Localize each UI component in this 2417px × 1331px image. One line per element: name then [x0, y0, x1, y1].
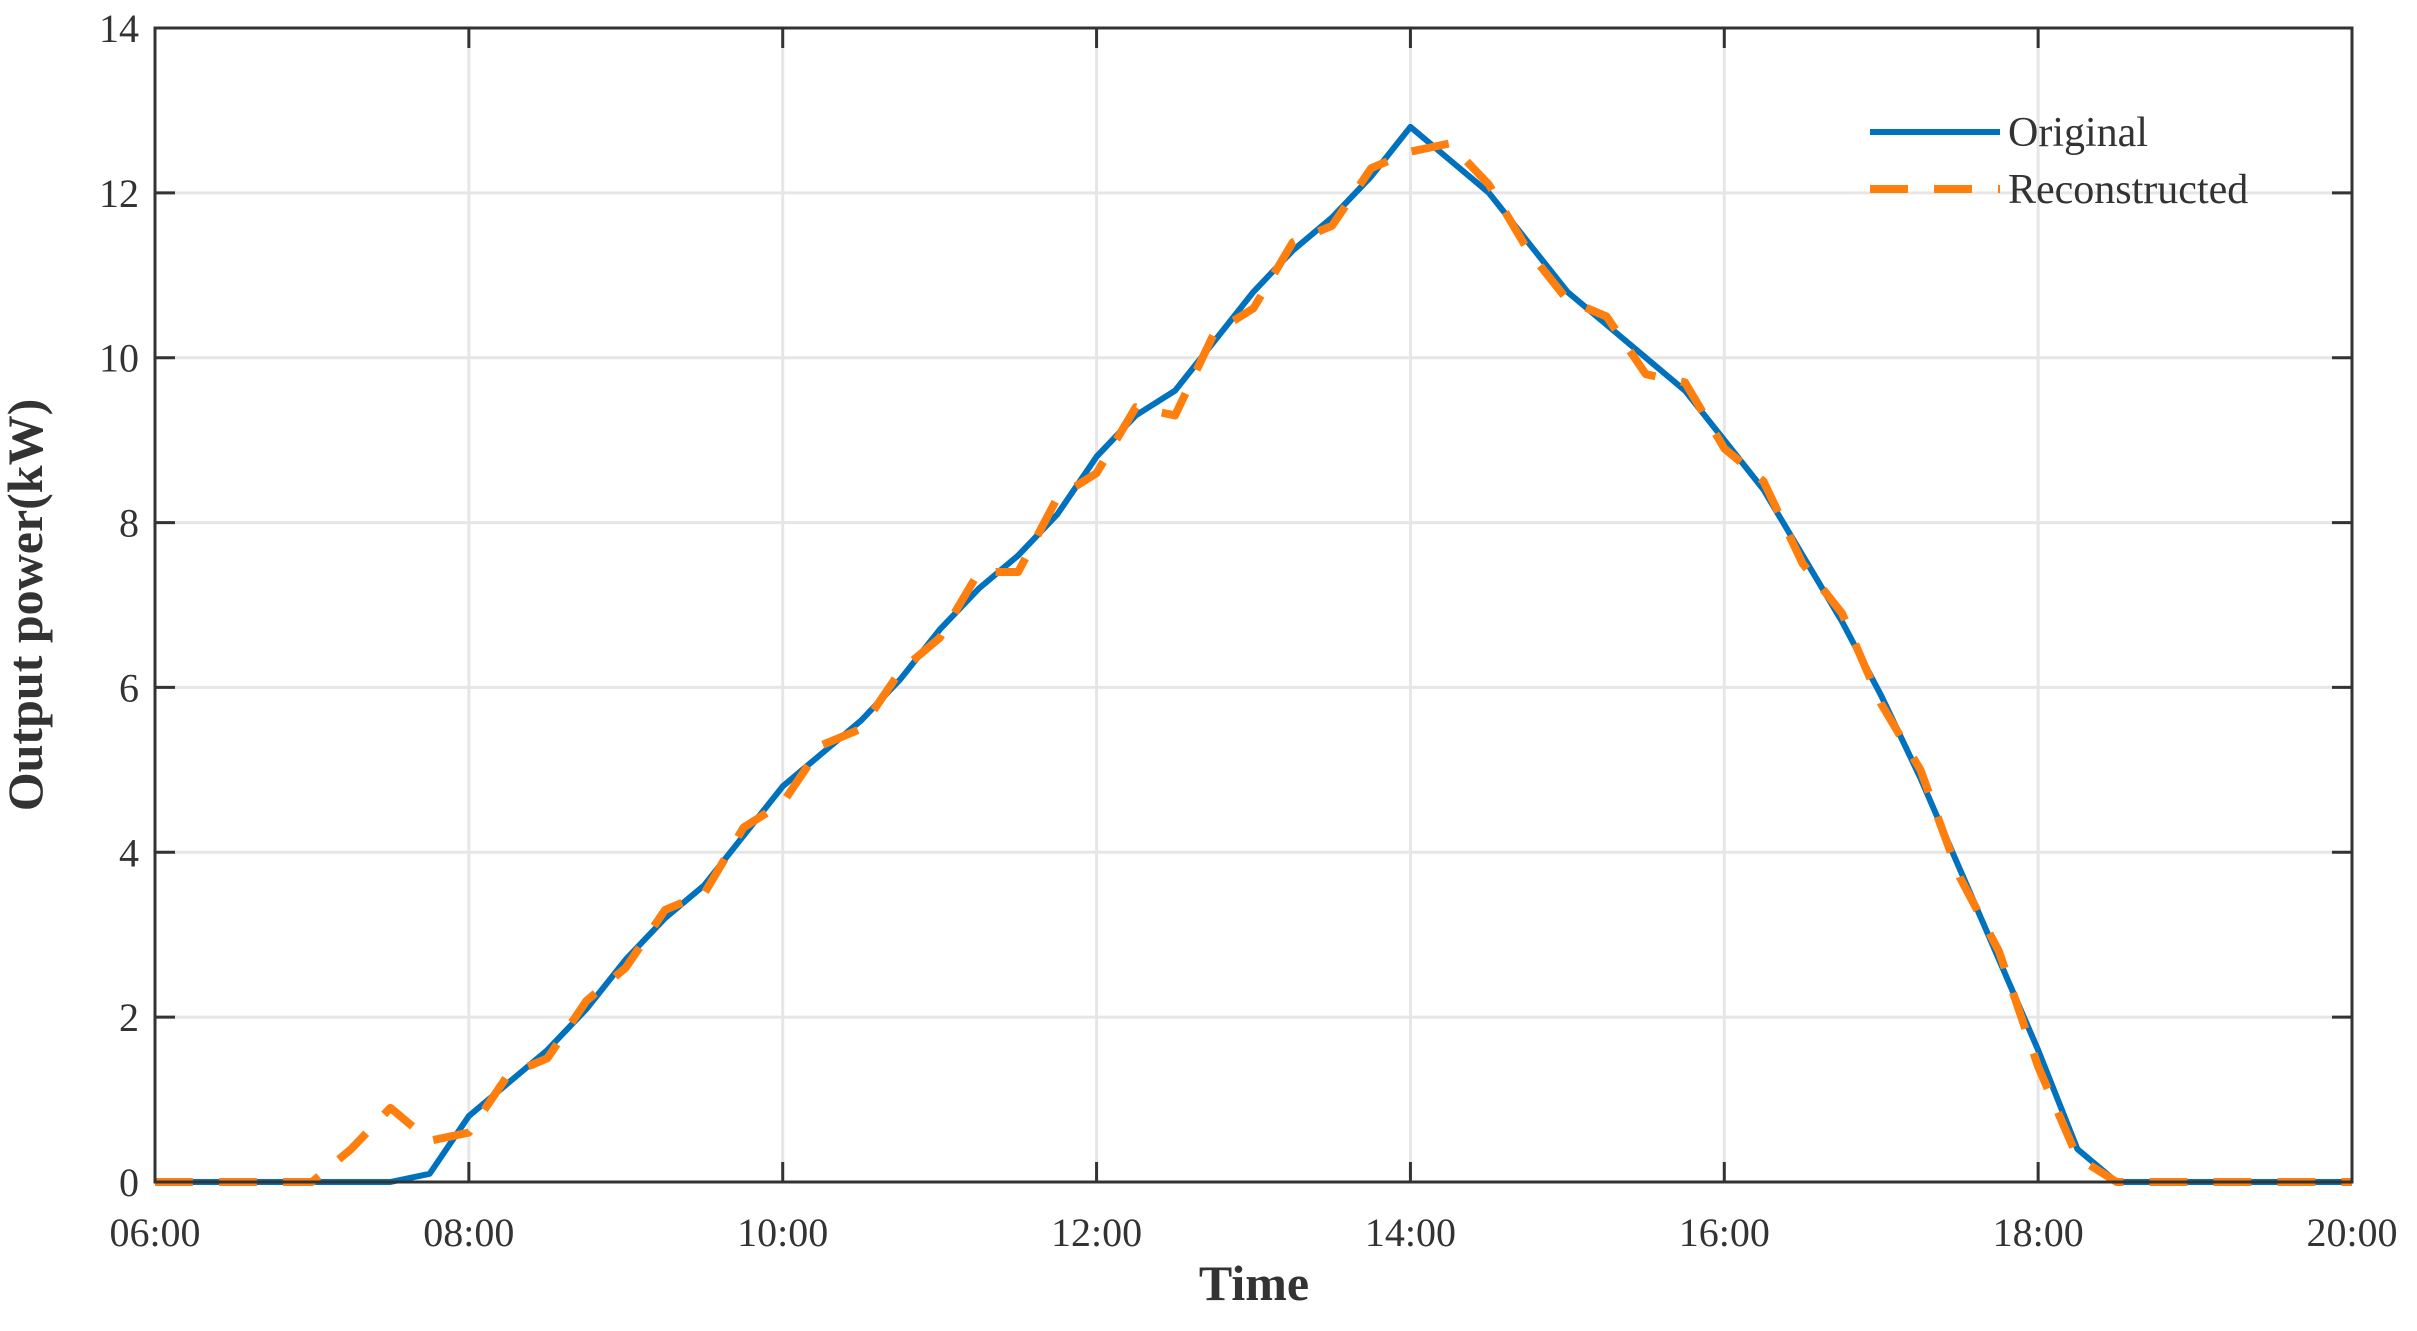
x-tick-label: 18:00: [1993, 1210, 2084, 1255]
x-axis-label: Time: [1199, 1255, 1309, 1311]
y-tick-label: 14: [99, 6, 139, 51]
x-tick-label: 12:00: [1051, 1210, 1142, 1255]
y-tick-label: 10: [99, 336, 139, 381]
x-tick-label: 10:00: [737, 1210, 828, 1255]
x-tick-label: 08:00: [423, 1210, 514, 1255]
y-tick-label: 6: [119, 665, 139, 710]
series-line: [155, 123, 2352, 1185]
plot-frame: [153, 26, 2354, 1184]
x-tick-label: 20:00: [2306, 1210, 2397, 1255]
y-axis-label: Output power(kW): [0, 399, 53, 812]
legend-label: Original: [2008, 110, 2148, 156]
series-line: [155, 139, 2352, 1186]
x-tick-label: 06:00: [109, 1210, 200, 1255]
y-tick-label: 8: [119, 501, 139, 546]
x-tick-label: 14:00: [1365, 1210, 1456, 1255]
legend-label: Reconstructed: [2008, 167, 2248, 213]
y-tick-label: 2: [119, 995, 139, 1040]
y-tick-label: 12: [99, 171, 139, 216]
y-tick-label: 0: [119, 1160, 139, 1205]
x-tick-label: 16:00: [1679, 1210, 1770, 1255]
y-tick-label: 4: [119, 830, 139, 875]
